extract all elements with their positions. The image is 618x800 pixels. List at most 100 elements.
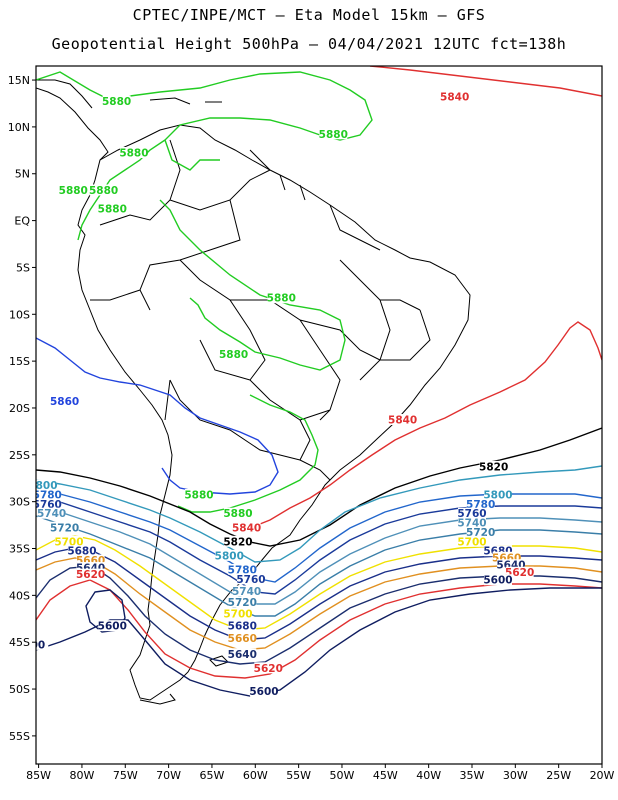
contour-label-bg (228, 596, 257, 608)
contour-label-bg (54, 535, 83, 547)
contour-5880-south (177, 394, 319, 513)
caribbean-islands (149, 97, 222, 105)
contour-label-bg (219, 348, 248, 360)
contour-label-bg (388, 414, 417, 426)
contour-label-bg (223, 535, 252, 547)
country-borders (90, 139, 431, 481)
contour-label-bg (36, 638, 49, 650)
contour-label-bg (483, 574, 512, 586)
lat-tick-label: 10S (9, 308, 30, 321)
contour-label-bg (76, 562, 105, 574)
lon-tick-label: 35W (460, 769, 485, 782)
lat-tick-label: 30S (9, 496, 30, 509)
map-frame (35, 65, 603, 765)
contour-label-bg (440, 90, 469, 102)
contour-label: 5620 (505, 567, 534, 579)
contour-label-bg (483, 545, 512, 557)
contour-label-bg (36, 498, 62, 510)
lat-tick-label: 40S (9, 589, 30, 602)
lat-tick-label: 5S (16, 261, 30, 274)
contour-label: 5880 (102, 96, 131, 108)
contour-label: 5740 (232, 586, 261, 598)
contour-label-bg (228, 648, 257, 660)
contour-label-bg (76, 568, 105, 580)
lat-tick-label: 20S (9, 402, 30, 415)
contour-label-bg (236, 573, 265, 585)
contour-label: 5880 (223, 508, 252, 520)
lon-tick-label: 65W (200, 769, 225, 782)
lon-tick-label: 40W (416, 769, 441, 782)
contour-label: 5640 (228, 649, 257, 661)
lon-tick-label: 20W (590, 769, 615, 782)
contour-label-bg (98, 620, 127, 632)
contour-label: 5760 (236, 574, 265, 586)
contour-label-bg (228, 563, 257, 575)
lat-tick-label: 15N (8, 74, 30, 87)
lon-tick-label: 85W (26, 769, 51, 782)
contour-label-bg (37, 507, 66, 519)
lon-tick-label: 25W (546, 769, 571, 782)
contour-label: 5800 (215, 550, 244, 562)
contour-5620 (36, 579, 602, 679)
lon-tick-label: 70W (156, 769, 181, 782)
contour-label: 5840 (388, 415, 417, 427)
contour-label: 5720 (50, 522, 79, 534)
contour-label-bg (228, 632, 257, 644)
contour-5860 (36, 337, 279, 495)
contour-label-bg (249, 685, 278, 697)
lat-tick-label: 15S (9, 355, 30, 368)
lon-tick-label: 55W (286, 769, 311, 782)
contour-label-bg (76, 554, 105, 566)
lat-tick-label: 50S (9, 683, 30, 696)
contour-5800 (36, 465, 602, 563)
contour-label-bg (496, 559, 525, 571)
contour-label-bg (492, 551, 521, 563)
contour-label: 5660 (228, 633, 257, 645)
contour-label: 5880 (59, 185, 88, 197)
lat-tick-label: 25S (9, 449, 30, 462)
contour-label: 5880 (267, 293, 296, 305)
lon-tick-label: 60W (243, 769, 268, 782)
lat-tick-label: 35S (9, 543, 30, 556)
contour-label-bg (466, 498, 495, 510)
contour-label: 600 (23, 639, 45, 651)
south-america-coastline (77, 124, 471, 701)
contour-label: 5820 (223, 536, 252, 548)
contour-label-bg (457, 535, 486, 547)
contour-5840-north (369, 66, 602, 97)
map-subtitle: Geopotential Height 500hPa – 04/04/2021 … (51, 35, 567, 53)
contour-5600 (36, 587, 602, 697)
contour-label: 5680 (228, 621, 257, 633)
contour-label: 5820 (479, 461, 508, 473)
contour-label: 5740 (37, 508, 66, 520)
lon-tick-label: 75W (113, 769, 138, 782)
map-title: CPTEC/INPE/MCT – Eta Model 15km – GFS (132, 6, 486, 24)
contour-lines (36, 66, 602, 697)
contour-label-bg (59, 184, 88, 196)
contour-label: 5840 (440, 91, 469, 103)
contour-label-bg (36, 488, 62, 500)
contour-label-bg (267, 292, 296, 304)
contour-label-bg (36, 479, 57, 491)
lon-tick-label: 50W (330, 769, 355, 782)
contour-label: 5880 (89, 185, 118, 197)
contour-label: 5840 (232, 522, 261, 534)
contour-label-bg (215, 549, 244, 561)
lat-tick-label: 10N (8, 121, 30, 134)
contour-label-bg (479, 460, 508, 472)
contour-label-bg (50, 395, 79, 407)
lat-tick-label: 45S (9, 636, 30, 649)
contour-label: 5720 (228, 597, 257, 609)
contour-label-bg (184, 488, 213, 500)
lon-tick-label: 80W (70, 769, 95, 782)
contour-label: 5860 (50, 396, 79, 408)
contour-label-bg (466, 526, 495, 538)
contour-label: 5880 (219, 349, 248, 361)
contour-label-bg (223, 507, 252, 519)
contour-label-bg (505, 566, 534, 578)
contour-label-bg (89, 184, 118, 196)
contour-label-bg (254, 662, 283, 674)
